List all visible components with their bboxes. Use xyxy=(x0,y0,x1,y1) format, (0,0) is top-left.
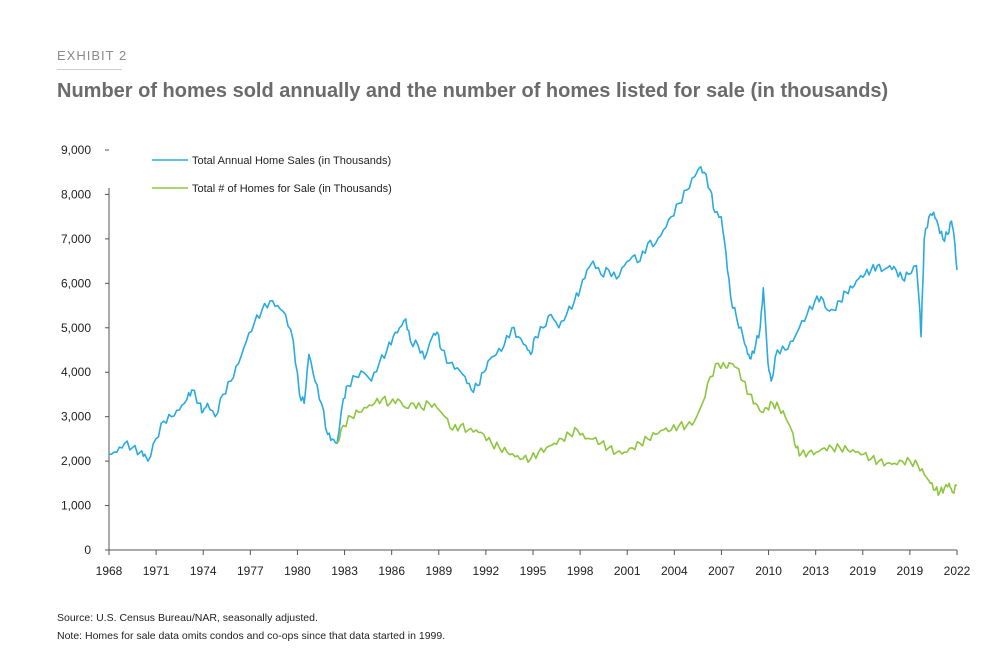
x-tick-label: 2010 xyxy=(755,564,782,578)
y-tick-label: 6,000 xyxy=(61,276,91,290)
legend-label: Total Annual Home Sales (in Thousands) xyxy=(192,155,391,167)
x-tick-label: 1971 xyxy=(143,564,170,578)
line-chart: 0 1,000 2,000 3,000 4,000 5,000 6,000 7,000 8,00… xyxy=(61,143,971,578)
exhibit-divider xyxy=(57,69,122,70)
x-tick-label: 1968 xyxy=(96,564,123,578)
x-tick-label: 1998 xyxy=(567,564,594,578)
series-line-homes-for-sale xyxy=(336,361,958,497)
source-note: Source: U.S. Census Bureau/NAR, seasonal… xyxy=(57,612,318,624)
x-tick-label: 1974 xyxy=(190,564,217,578)
chart-title: Number of homes sold annually and the nu… xyxy=(57,80,889,102)
series-line-home-sales xyxy=(108,166,958,462)
x-tick-label: 2019 xyxy=(897,564,924,578)
x-tick-label: 1992 xyxy=(473,564,500,578)
x-tick-label: 2022 xyxy=(944,564,971,578)
x-tick-label: 1983 xyxy=(331,564,358,578)
chart-notes: Source: U.S. Census Bureau/NAR, seasonal… xyxy=(57,609,445,645)
x-tick-label: 1989 xyxy=(425,564,452,578)
y-tick-label: 2,000 xyxy=(61,454,91,468)
y-tick-label: 4,000 xyxy=(61,365,91,379)
y-tick-label: 7,000 xyxy=(61,232,91,246)
y-tick-label: 3,000 xyxy=(61,410,91,424)
y-tick-label: 1,000 xyxy=(61,499,91,513)
y-tick-label: 0 xyxy=(84,543,91,557)
x-tick-label: 2007 xyxy=(708,564,735,578)
y-tick-label: 8,000 xyxy=(61,187,91,201)
x-tick-label: 2019 xyxy=(849,564,876,578)
x-tick-label: 1995 xyxy=(520,564,547,578)
x-tick-label: 1986 xyxy=(378,564,405,578)
y-tick-label: 5,000 xyxy=(61,321,91,335)
x-tick-label: 2013 xyxy=(802,564,829,578)
x-tick-label: 2001 xyxy=(614,564,641,578)
x-tick-label: 1980 xyxy=(284,564,311,578)
exhibit-label: EXHIBIT 2 xyxy=(57,48,128,63)
y-tick-label: 9,000 xyxy=(61,143,91,157)
legend-label: Total # of Homes for Sale (in Thousands) xyxy=(192,183,392,195)
data-note: Note: Homes for sale data omits condos a… xyxy=(57,630,446,642)
x-tick-label: 1977 xyxy=(237,564,264,578)
x-tick-label: 2004 xyxy=(661,564,688,578)
